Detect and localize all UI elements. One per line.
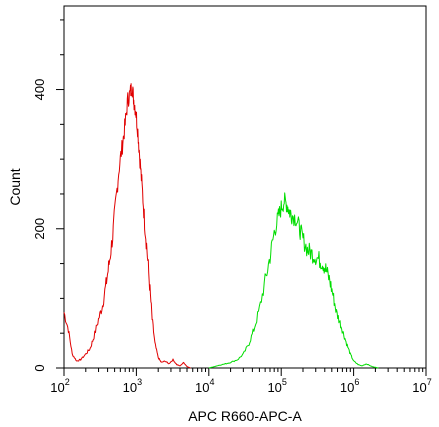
x-tick-label: 105 — [267, 377, 286, 395]
x-tick-label: 103 — [123, 377, 142, 395]
series-line-1 — [63, 83, 191, 369]
x-tick-label: 104 — [195, 377, 214, 395]
y-axis-ticks — [56, 19, 64, 369]
x-tick-label: 107 — [412, 377, 431, 395]
y-tick-label: 0 — [32, 364, 47, 371]
y-tick-label: 200 — [32, 218, 47, 240]
y-axis-tick-labels: 0 200 400 — [32, 79, 47, 372]
x-axis-title: APC R660-APC-A — [188, 408, 302, 424]
series-line-2 — [208, 192, 379, 369]
plot-area-frame — [63, 5, 427, 369]
x-axis-ticks — [63, 368, 427, 376]
x-tick-label: 106 — [340, 377, 359, 395]
x-tick-label: 102 — [50, 377, 69, 395]
y-tick-label: 400 — [32, 79, 47, 101]
series-layer — [63, 83, 379, 369]
x-axis-tick-labels: 102 103 104 105 106 107 — [50, 377, 431, 395]
y-axis-title: Count — [7, 168, 23, 205]
